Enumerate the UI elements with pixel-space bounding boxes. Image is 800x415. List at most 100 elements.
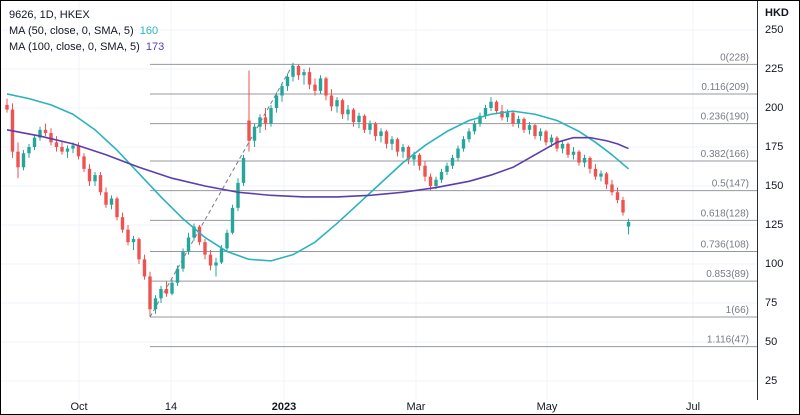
candle-body [302,72,306,76]
candle-body [456,148,460,158]
candle-body [225,232,229,249]
candle-body [93,175,97,182]
candle-body [38,129,42,138]
candle-body [65,148,70,152]
candle-body [291,65,295,77]
indicator-row-ma100[interactable]: MA (100, close, 0, SMA, 5) 173 [9,39,164,55]
candle-body [219,248,224,263]
time-tick-label: Mar [406,401,426,413]
candle-body [494,101,499,112]
candle-body [511,112,515,124]
candle-body [571,151,576,155]
time-tick-label: May [536,401,558,413]
candle-body [566,143,570,155]
price-tick-label: 125 [765,219,784,231]
candle-body [390,139,394,144]
candle-body [549,137,554,143]
candle-body [252,126,257,141]
time-tick-label: 2023 [271,401,297,413]
candle-body [533,125,537,137]
candle-body [401,147,405,152]
candle-body [126,229,130,243]
candle-body [346,109,350,115]
candle-body [21,153,26,168]
candle-body [98,175,103,193]
candle-body [626,221,631,227]
candle-body [461,139,466,149]
candle-body [71,145,75,149]
price-tick-label: 50 [765,336,778,348]
candle-body [522,118,526,130]
candle-body [621,200,625,213]
candle-body [186,237,191,252]
fib-level-label: 1.116(47) [707,335,749,346]
candle-body [170,282,174,294]
candle-body [214,262,218,266]
candle-body [434,179,438,186]
candle-body [247,120,251,141]
candle-body [318,78,323,91]
candle-body [384,131,389,144]
candle-body [203,242,207,255]
time-tick-label: 14 [164,401,178,413]
candle-body [368,123,372,130]
price-tick-label: 200 [765,102,784,114]
candle-body [16,151,20,168]
candle-body [505,112,510,118]
candle-body [604,173,609,185]
fib-trendline[interactable] [149,64,294,318]
candle-body [236,182,240,208]
candle-body [395,139,400,152]
candle-body [593,168,598,177]
candle-body [577,151,581,163]
candle-body [104,192,108,205]
candle-body [181,251,185,269]
ma50-line[interactable] [6,93,630,262]
candle-body [417,154,422,166]
time-axis[interactable]: Oct 14 2023 Mar May Jul [1,400,758,414]
candle-body [27,147,31,154]
candle-body [175,268,180,283]
candle-body [263,117,268,124]
candle-body [324,78,328,96]
candle-body [5,104,9,110]
candle-body [527,125,532,130]
fib-level-label: 0.853(89) [706,269,749,280]
price-axis[interactable]: HKD 250 225 200 175 150 125 100 75 50 25 [758,1,799,400]
candle-body [412,154,416,160]
candle-body [280,86,284,96]
indicator-row-ma50[interactable]: MA (50, close, 0, SMA, 5) 160 [9,23,164,39]
candle-body [192,226,196,238]
candle-body [428,176,433,186]
candle-body [153,298,158,310]
candle-body [148,276,152,310]
price-tick-label: 225 [765,63,784,75]
candle-body [467,131,471,140]
ma100-line[interactable] [6,129,629,198]
chart-legend: 9626, 1D, HKEX MA (50, close, 0, SMA, 5)… [9,7,164,55]
currency-label: HKD [765,7,789,19]
fib-level-label: 0.5(147) [712,179,749,190]
candle-body [610,184,614,193]
candle-body [582,157,587,163]
price-tick-label: 150 [765,180,784,192]
fib-level-label: 0(228) [720,52,749,63]
symbol-title[interactable]: 9626, 1D, HKEX [9,9,90,21]
candle-body [137,239,141,260]
candle-body [472,123,477,132]
ma100-value: 173 [145,41,165,53]
candle-body [241,157,246,183]
candle-body [208,254,213,266]
candle-body [230,207,235,233]
candle-body [538,131,543,137]
candle-body [379,131,383,137]
candle-body [120,217,125,230]
candle-body [588,157,592,169]
candle-body [478,115,482,124]
fib-level-label: 0.382(166) [701,149,749,160]
price-tick-label: 250 [765,24,784,36]
candle-body [329,95,334,107]
candle-body [269,108,273,124]
candle-body [489,101,493,108]
